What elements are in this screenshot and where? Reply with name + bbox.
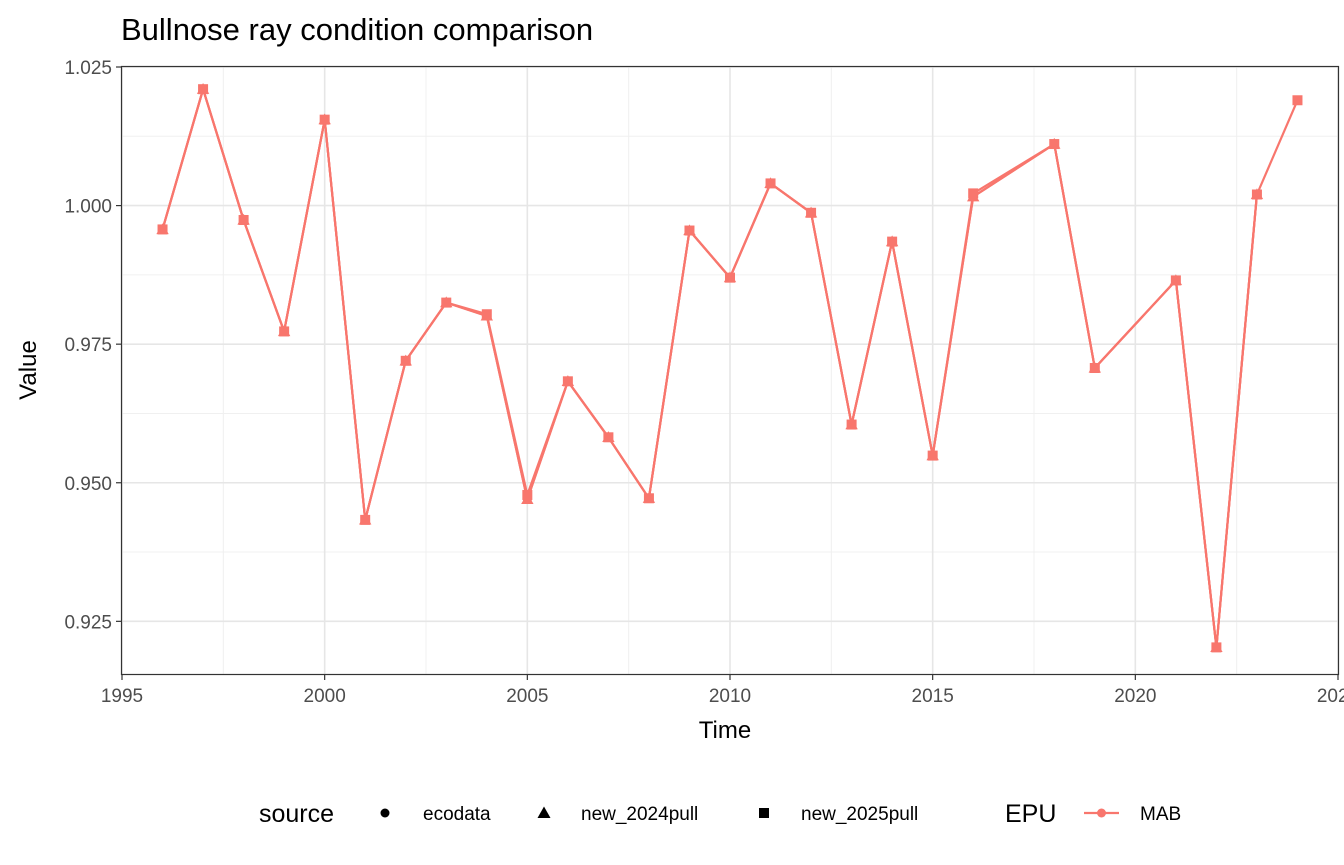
legend-epu-title: EPU: [1005, 800, 1056, 828]
data-point-square: [1292, 95, 1303, 106]
data-point-square: [684, 225, 695, 236]
x-axis-label: Time: [699, 717, 751, 744]
data-point-square: [1049, 139, 1060, 150]
y-axis: 0.925 0.950 0.975 1.000 1.025: [64, 58, 121, 633]
data-point-square: [725, 272, 735, 283]
data-point-square: [1251, 189, 1262, 200]
y-axis-label: Value: [15, 340, 42, 400]
points-new-2025pull: [157, 84, 1303, 653]
data-point-square: [927, 450, 938, 461]
data-point-square: [1211, 642, 1222, 653]
legend-label-mab: MAB: [1140, 804, 1181, 825]
x-tick-label: 2015: [912, 686, 954, 707]
x-axis: 1995 2000 2005 2010 2015 2020 2025: [101, 675, 1344, 707]
y-tick-label: 1.000: [64, 197, 112, 218]
x-tick-label: 2005: [506, 686, 548, 707]
data-point-square: [765, 178, 776, 189]
y-tick-label: 1.025: [64, 58, 112, 79]
legend-item-mab: MAB: [1084, 804, 1181, 825]
legend-item-new-2025pull: new_2025pull: [759, 804, 918, 825]
data-point-square: [522, 489, 533, 500]
data-point-square: [1170, 275, 1181, 286]
x-tick-label: 2010: [709, 686, 751, 707]
y-tick-label: 0.925: [64, 612, 112, 633]
x-tick-label: 2025: [1317, 686, 1344, 707]
data-point-square: [238, 214, 249, 225]
data-point-square: [481, 309, 492, 320]
x-tick-label: 2020: [1114, 686, 1156, 707]
grid: [121, 66, 1339, 674]
data-point-square: [157, 224, 168, 235]
legend-point-marker: [1097, 808, 1106, 818]
data-point-square: [846, 419, 857, 430]
data-point-square: [968, 188, 979, 199]
data-point-square: [400, 355, 411, 366]
x-tick-label: 1995: [101, 686, 143, 707]
legend-circle-marker: [380, 808, 390, 818]
data-point-square: [279, 326, 290, 337]
data-point-square: [360, 514, 371, 525]
data-point-square: [603, 432, 614, 443]
y-tick-label: 0.975: [64, 335, 112, 356]
data-point-square: [887, 236, 898, 247]
data-point-square: [806, 207, 817, 218]
legend-square-marker: [759, 808, 769, 818]
legend: source ecodata new_2024pull new_2025pull…: [259, 800, 1181, 828]
legend-label-new-2024pull: new_2024pull: [581, 804, 698, 825]
y-tick-label: 0.950: [64, 474, 112, 495]
data-point-square: [441, 297, 452, 308]
legend-label-ecodata: ecodata: [423, 804, 491, 825]
x-tick-label: 2000: [304, 686, 346, 707]
data-point-square: [562, 376, 573, 387]
legend-label-new-2025pull: new_2025pull: [801, 804, 918, 825]
data-point-square: [319, 114, 330, 125]
legend-item-ecodata: ecodata: [380, 804, 491, 825]
series-layer: [156, 82, 1303, 653]
legend-triangle-marker: [537, 806, 551, 818]
data-point-square: [1089, 363, 1100, 374]
data-point-square: [643, 493, 654, 504]
plot-panel-border: [120, 65, 1340, 676]
data-point-square: [198, 84, 209, 95]
legend-source-title: source: [259, 800, 334, 828]
chart-title: Bullnose ray condition comparison: [121, 12, 593, 47]
legend-item-new-2024pull: new_2024pull: [537, 804, 698, 825]
